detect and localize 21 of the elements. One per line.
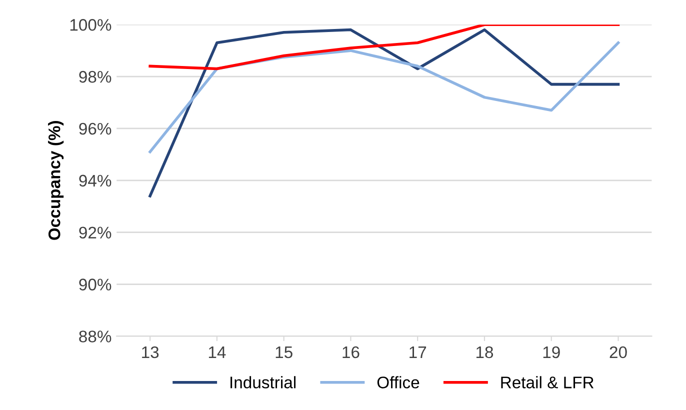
legend-label: Office bbox=[377, 376, 420, 388]
x-tick-label: 15 bbox=[276, 346, 292, 358]
y-tick-label: 96% bbox=[79, 122, 112, 135]
y-tick-label: 94% bbox=[79, 174, 112, 187]
legend-label: Industrial bbox=[230, 376, 296, 388]
x-tick-label: 19 bbox=[543, 346, 560, 358]
line-series bbox=[148, 28, 620, 198]
x-tick-label: 16 bbox=[342, 346, 360, 358]
y-tick-label: 88% bbox=[79, 330, 112, 342]
x-tick-label: 20 bbox=[610, 346, 627, 358]
x-tick-label: 13 bbox=[142, 346, 159, 358]
y-tick-label: 92% bbox=[79, 226, 112, 239]
line-series bbox=[148, 24, 620, 70]
y-tick-label: 90% bbox=[79, 278, 112, 290]
y-tick-label: 98% bbox=[79, 70, 112, 83]
x-tick-label: 17 bbox=[410, 346, 426, 358]
x-tick-label: 14 bbox=[208, 346, 226, 358]
y-axis-title: Occupancy (%) bbox=[48, 121, 64, 240]
y-tick-label: 100% bbox=[70, 19, 112, 31]
x-tick-label: 18 bbox=[476, 346, 494, 358]
legend-label: Retail & LFR bbox=[501, 376, 594, 388]
